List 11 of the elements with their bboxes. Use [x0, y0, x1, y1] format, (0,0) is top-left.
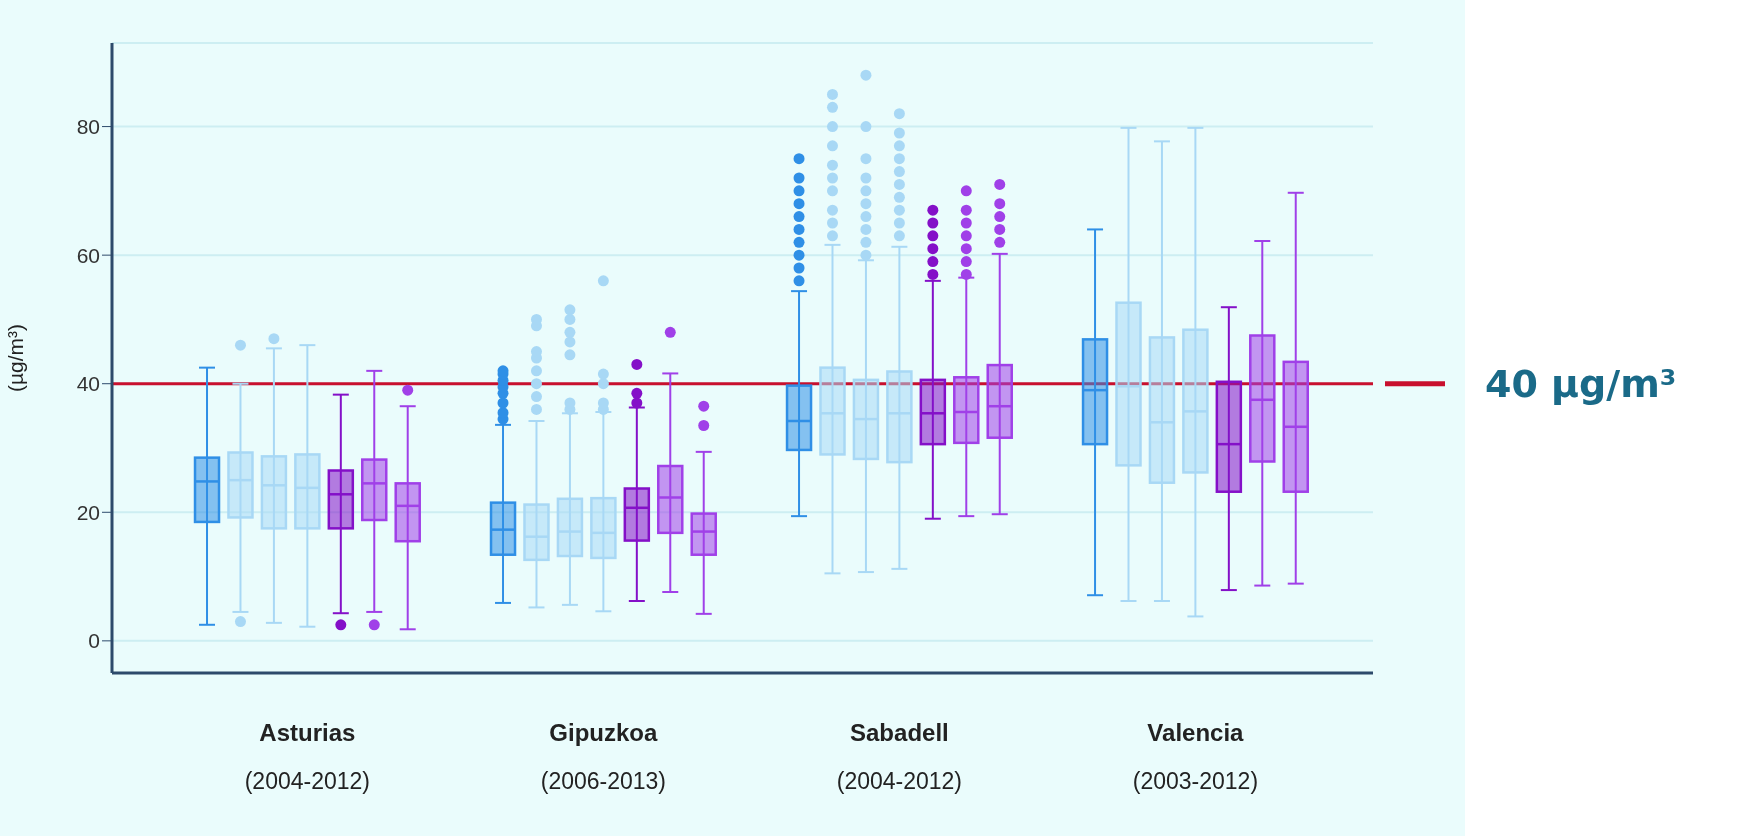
- y-tick-label: 60: [76, 243, 100, 267]
- x-tick-label: Asturias (2004-2012): [244, 719, 371, 794]
- y-axis-title: (µg/m³): [4, 323, 28, 393]
- y-tick-label: 0: [88, 629, 100, 653]
- x-tick-label: Sabadell (2004-2012): [836, 719, 963, 794]
- x-tick-label: Gipuzkoa (2006-2013): [540, 719, 667, 794]
- y-tick-label: 20: [76, 500, 100, 524]
- x-tick-label: Valencia (2003-2012): [1132, 719, 1259, 794]
- y-tick-label: 40: [76, 372, 100, 396]
- y-tick-label: 80: [76, 115, 100, 139]
- ref-line-label: 40 µg/m³: [1485, 361, 1677, 406]
